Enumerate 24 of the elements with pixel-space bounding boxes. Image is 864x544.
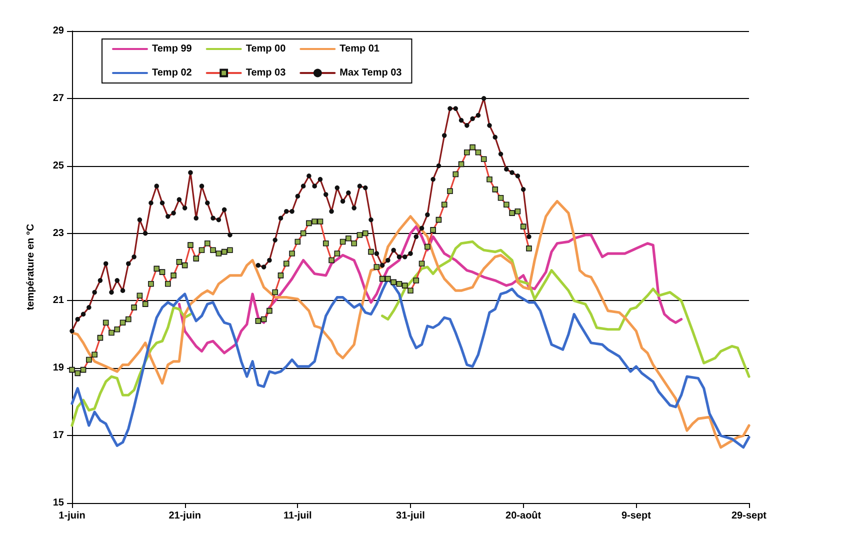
legend-label: Temp 01 [340,44,380,54]
x-tick-label: 29-sept [731,510,768,522]
y-tick-label: 25 [52,160,64,172]
legend-label: Temp 00 [246,44,286,54]
legend-label: Temp 99 [152,44,192,54]
y-tick-label: 27 [52,92,64,104]
x-tick-label: 21-juin [168,510,201,522]
legend-label: Temp 02 [152,68,192,78]
y-tick-label: 17 [52,430,64,442]
line-series [178,225,683,354]
y-axis-title: température en °C [26,224,36,310]
x-tick-label: 11-juil [283,510,312,522]
legend-label: Temp 03 [246,68,286,78]
legend-label: Max Temp 03 [340,68,402,78]
y-tick-label: 19 [52,362,64,374]
y-tick-label: 23 [52,228,64,239]
y-tick-label: 29 [52,26,64,36]
y-tick-label: 21 [52,295,64,306]
line-series [70,200,750,449]
x-tick-label: 1-juin [58,510,86,522]
x-tick-label: 20-août [506,510,542,522]
y-tick-label: 15 [52,498,64,508]
x-tick-label: 9-sept [621,510,652,522]
x-tick-label: 31-juil [396,510,426,522]
